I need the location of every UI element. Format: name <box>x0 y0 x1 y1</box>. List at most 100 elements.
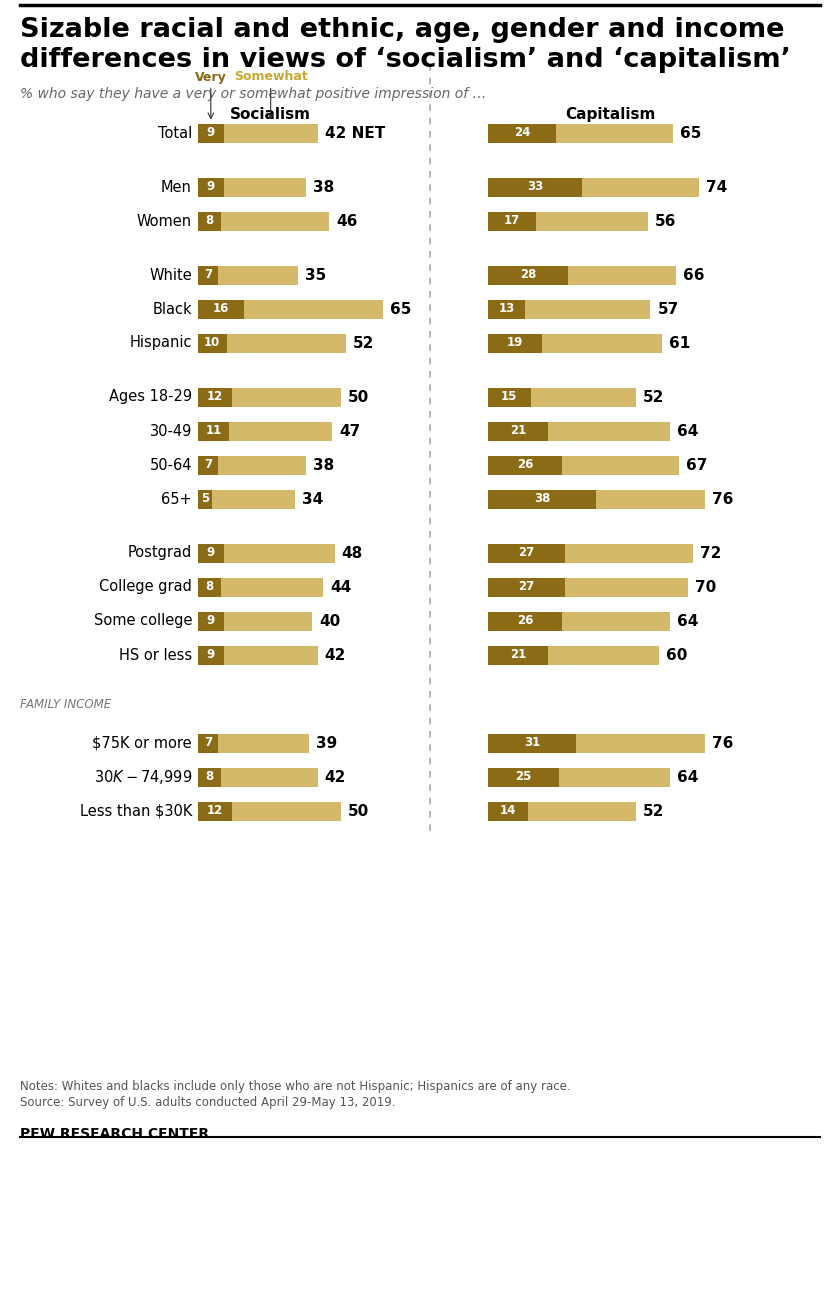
Bar <box>198 387 232 407</box>
Bar <box>488 421 548 440</box>
Text: Socialism: Socialism <box>229 107 311 122</box>
Bar <box>488 733 576 752</box>
Text: 52: 52 <box>643 803 664 818</box>
Bar <box>488 265 676 285</box>
Bar <box>198 421 229 440</box>
Bar <box>198 802 232 821</box>
Bar <box>198 456 307 474</box>
Bar <box>488 177 699 197</box>
Text: Very: Very <box>195 70 227 83</box>
Bar <box>198 299 244 319</box>
Text: 9: 9 <box>207 649 215 662</box>
Text: 52: 52 <box>643 390 664 404</box>
Bar <box>488 768 559 786</box>
Bar <box>488 387 531 407</box>
Bar <box>488 802 528 821</box>
Bar <box>198 611 223 631</box>
Text: 11: 11 <box>206 425 222 438</box>
Text: 9: 9 <box>207 546 215 559</box>
Text: 74: 74 <box>706 180 727 194</box>
Text: FAMILY INCOME: FAMILY INCOME <box>20 698 111 711</box>
Text: 27: 27 <box>518 580 534 593</box>
Text: 57: 57 <box>658 302 679 316</box>
Text: 12: 12 <box>207 804 223 817</box>
Text: $30K-$74,999: $30K-$74,999 <box>94 768 192 786</box>
Text: 42 NET: 42 NET <box>325 126 385 140</box>
Bar <box>198 177 223 197</box>
Text: 38: 38 <box>313 180 334 194</box>
Text: 21: 21 <box>510 425 526 438</box>
Text: 65: 65 <box>680 126 701 140</box>
Text: 8: 8 <box>205 215 213 228</box>
Text: Notes: Whites and blacks include only those who are not Hispanic; Hispanics are : Notes: Whites and blacks include only th… <box>20 1080 570 1093</box>
Text: 35: 35 <box>305 268 326 282</box>
Bar <box>488 768 670 786</box>
Text: College grad: College grad <box>99 579 192 594</box>
Text: Sizable racial and ethnic, age, gender and income: Sizable racial and ethnic, age, gender a… <box>20 17 785 43</box>
Text: 12: 12 <box>207 391 223 404</box>
Bar <box>488 387 636 407</box>
Text: Total: Total <box>158 126 192 140</box>
Text: 46: 46 <box>336 214 358 228</box>
Text: 7: 7 <box>204 458 212 471</box>
Text: HS or less: HS or less <box>119 648 192 663</box>
Text: Ages 18-29: Ages 18-29 <box>109 390 192 404</box>
Bar <box>198 733 218 752</box>
Text: 44: 44 <box>330 579 352 594</box>
Bar <box>198 299 383 319</box>
Bar <box>198 768 318 786</box>
Bar <box>198 211 221 231</box>
Bar <box>488 645 659 664</box>
Text: 9: 9 <box>207 615 215 628</box>
Text: 8: 8 <box>205 771 213 783</box>
Text: 52: 52 <box>353 335 375 351</box>
Text: differences in views of ‘socialism’ and ‘capitalism’: differences in views of ‘socialism’ and … <box>20 47 791 73</box>
Text: Capitalism: Capitalism <box>564 107 655 122</box>
Text: 26: 26 <box>517 615 533 628</box>
Text: Black: Black <box>152 302 192 316</box>
Text: 38: 38 <box>313 457 334 473</box>
Bar <box>488 334 662 352</box>
Bar <box>198 387 340 407</box>
Text: 7: 7 <box>204 268 212 281</box>
Bar <box>198 490 295 509</box>
Bar <box>488 645 548 664</box>
Text: Less than $30K: Less than $30K <box>80 803 192 818</box>
Text: 17: 17 <box>504 215 520 228</box>
Bar <box>198 177 307 197</box>
Text: 42: 42 <box>325 769 346 785</box>
Text: Some college: Some college <box>93 614 192 628</box>
Bar <box>198 334 227 352</box>
Bar <box>198 768 221 786</box>
Bar <box>198 265 297 285</box>
Bar <box>198 578 221 597</box>
Bar <box>488 421 670 440</box>
Bar <box>488 802 636 821</box>
Text: 34: 34 <box>302 492 323 506</box>
Text: 16: 16 <box>213 303 229 316</box>
Bar <box>198 456 218 474</box>
Bar <box>198 490 213 509</box>
Bar <box>198 211 329 231</box>
Text: 42: 42 <box>325 648 346 663</box>
Text: 64: 64 <box>677 423 699 439</box>
Text: 64: 64 <box>677 614 699 628</box>
Bar <box>198 578 323 597</box>
Text: 9: 9 <box>207 127 215 140</box>
Bar <box>198 611 312 631</box>
Text: 50: 50 <box>348 803 369 818</box>
Text: 28: 28 <box>520 268 536 281</box>
Text: Source: Survey of U.S. adults conducted April 29-May 13, 2019.: Source: Survey of U.S. adults conducted … <box>20 1096 396 1109</box>
Text: 76: 76 <box>711 492 733 506</box>
Text: 65+: 65+ <box>161 492 192 506</box>
Text: 5: 5 <box>201 492 209 505</box>
Text: 50-64: 50-64 <box>150 457 192 473</box>
Text: 38: 38 <box>534 492 550 505</box>
Text: 15: 15 <box>501 391 517 404</box>
Bar <box>488 611 562 631</box>
Text: 21: 21 <box>510 649 526 662</box>
Text: 70: 70 <box>695 579 716 594</box>
Text: 76: 76 <box>711 736 733 751</box>
Text: 8: 8 <box>205 580 213 593</box>
Text: 56: 56 <box>654 214 676 228</box>
